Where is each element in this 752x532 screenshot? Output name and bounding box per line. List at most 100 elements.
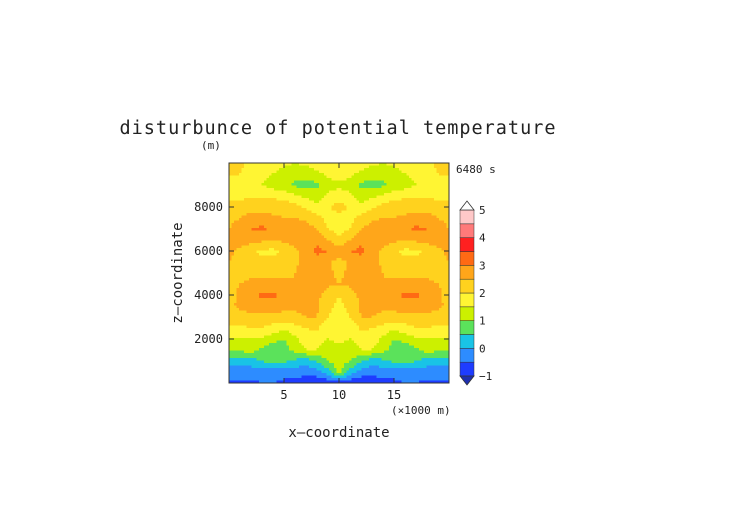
field-cell xyxy=(254,180,257,184)
field-cell xyxy=(281,170,285,174)
field-cell xyxy=(391,258,395,261)
field-cell xyxy=(276,243,280,246)
field-cell xyxy=(359,293,362,296)
field-cell xyxy=(341,260,345,264)
field-cell xyxy=(374,190,377,194)
field-cell xyxy=(279,203,282,206)
field-cell xyxy=(284,230,287,234)
field-cell xyxy=(424,285,427,289)
field-cell xyxy=(241,188,245,191)
field-cell xyxy=(276,260,280,264)
field-cell xyxy=(416,208,420,211)
field-cell xyxy=(401,253,405,256)
field-cell xyxy=(306,183,310,186)
field-cell xyxy=(289,165,292,169)
field-cell xyxy=(411,235,415,239)
field-cell xyxy=(334,263,337,266)
field-cell xyxy=(244,165,247,169)
field-cell xyxy=(246,303,250,306)
field-cell xyxy=(259,248,262,251)
field-cell xyxy=(369,205,372,209)
field-cell xyxy=(341,210,345,214)
field-cell xyxy=(399,278,402,281)
field-cell xyxy=(344,300,347,304)
field-cell xyxy=(311,173,315,176)
field-cell xyxy=(339,193,342,196)
field-cell xyxy=(334,235,337,239)
field-cell xyxy=(419,298,422,301)
field-cell xyxy=(396,198,400,201)
field-cell xyxy=(381,233,385,236)
field-cell xyxy=(231,178,235,181)
field-cell xyxy=(284,193,287,196)
field-cell xyxy=(244,225,247,229)
field-cell xyxy=(289,290,292,294)
field-cell xyxy=(389,168,392,171)
field-cell xyxy=(389,303,392,306)
field-cell xyxy=(401,230,405,234)
field-cell xyxy=(401,300,405,304)
field-cell xyxy=(371,230,375,234)
field-cell xyxy=(249,213,252,216)
field-cell xyxy=(279,178,282,181)
field-cell xyxy=(411,215,415,219)
field-cell xyxy=(261,215,265,219)
field-cell xyxy=(286,263,290,266)
field-cell xyxy=(431,288,435,291)
field-cell xyxy=(394,208,397,211)
field-cell xyxy=(356,273,360,276)
field-cell xyxy=(236,198,240,201)
field-cell xyxy=(379,273,382,276)
field-cell xyxy=(309,253,312,256)
field-cell xyxy=(369,233,372,236)
field-cell xyxy=(409,245,412,249)
field-cell xyxy=(261,250,265,254)
field-cell xyxy=(324,248,327,251)
field-cell xyxy=(314,233,317,236)
field-cell xyxy=(426,285,430,289)
field-cell xyxy=(326,200,330,204)
field-cell xyxy=(294,163,297,166)
field-cell xyxy=(416,258,420,261)
field-cell xyxy=(234,298,237,301)
field-cell xyxy=(439,163,442,166)
field-cell xyxy=(371,168,375,171)
field-cell xyxy=(349,268,352,271)
field-cell xyxy=(231,245,235,249)
field-cell xyxy=(286,173,290,176)
field-cell xyxy=(236,223,240,226)
field-cell xyxy=(259,288,262,291)
field-cell xyxy=(396,240,400,244)
field-cell xyxy=(399,195,402,199)
field-cell xyxy=(271,275,275,279)
field-cell xyxy=(324,240,327,244)
field-cell xyxy=(279,245,282,249)
field-cell xyxy=(369,263,372,266)
field-cell xyxy=(259,270,262,274)
field-cell xyxy=(394,278,397,281)
field-cell xyxy=(334,245,337,249)
field-cell xyxy=(329,173,332,176)
field-cell xyxy=(316,290,320,294)
field-cell xyxy=(296,180,300,184)
field-cell xyxy=(361,223,365,226)
field-cell xyxy=(431,195,435,199)
field-cell xyxy=(329,293,332,296)
field-cell xyxy=(411,283,415,286)
field-cell xyxy=(341,168,345,171)
field-cell xyxy=(369,273,372,276)
field-cell xyxy=(369,258,372,261)
field-cell xyxy=(296,245,300,249)
field-cell xyxy=(436,223,440,226)
field-cell xyxy=(289,265,292,269)
field-cell xyxy=(279,163,282,166)
field-cell xyxy=(266,280,270,284)
field-cell xyxy=(441,293,445,296)
field-cell xyxy=(244,200,247,204)
field-cell xyxy=(406,205,410,209)
field-cell xyxy=(434,230,437,234)
field-cell xyxy=(371,210,375,214)
field-cell xyxy=(441,240,445,244)
field-cell xyxy=(374,303,377,306)
field-cell xyxy=(424,165,427,169)
